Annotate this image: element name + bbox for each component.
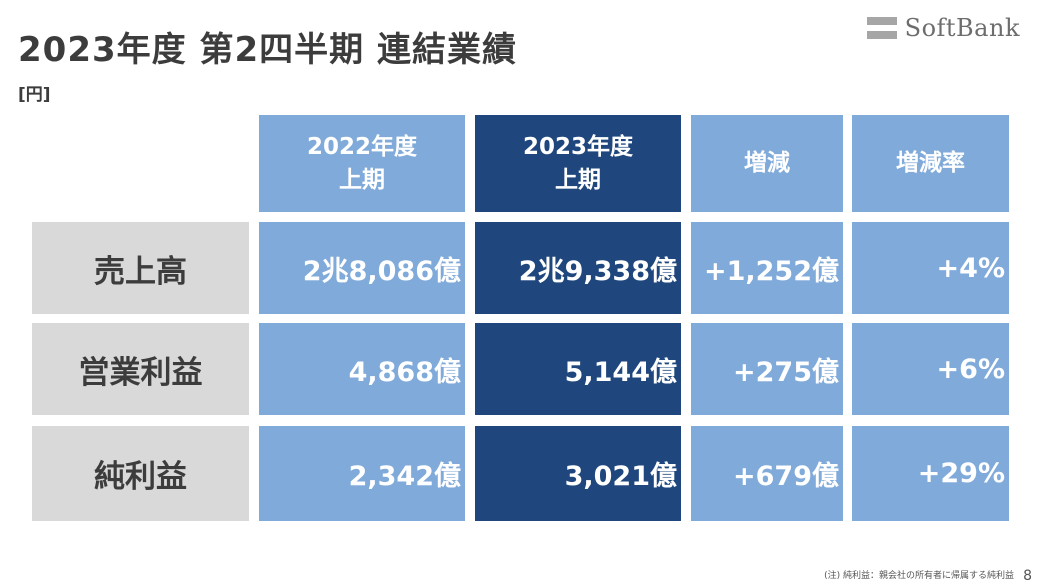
logo-mark-icon: [866, 17, 897, 39]
header-change-rate: 増減率: [852, 115, 1009, 212]
cell-revenue-rate: +4%: [852, 222, 1009, 314]
cell-operating-income-curr: 5,144億: [475, 323, 681, 415]
header-line: 増減率: [896, 150, 965, 176]
cell-operating-income-rate: +6%: [852, 323, 1009, 415]
cell-revenue-change: +1,252億: [691, 222, 843, 314]
page-title: 2023年度 第2四半期 連結業績: [18, 30, 517, 70]
header-line: 上期: [339, 166, 385, 193]
cell-revenue-prev: 2兆8,086億: [259, 222, 465, 314]
cell-operating-income-change: +275億: [691, 323, 843, 415]
cell-revenue-curr: 2兆9,338億: [475, 222, 681, 314]
page-number: 8: [1023, 568, 1032, 584]
header-line: 増減: [744, 150, 790, 176]
row-label-net-income: 純利益: [32, 426, 249, 521]
header-fy2023-h1: 2023年度 上期: [475, 115, 681, 212]
row-label-operating-income: 営業利益: [32, 323, 249, 415]
header-line: 2023年度: [522, 133, 633, 160]
header-fy2022-h1: 2022年度 上期: [259, 115, 465, 212]
header-line: 2022年度: [306, 133, 417, 160]
softbank-logo: SoftBank: [866, 14, 1020, 42]
header-line: 上期: [555, 166, 601, 193]
logo-text: SoftBank: [904, 14, 1020, 42]
unit-label: [円]: [18, 85, 51, 105]
cell-net-income-change: +679億: [691, 426, 843, 521]
row-label-revenue: 売上高: [32, 222, 249, 314]
cell-net-income-rate: +29%: [852, 426, 1009, 521]
footnote: (注) 純利益：親会社の所有者に帰属する純利益: [824, 571, 1014, 581]
cell-net-income-curr: 3,021億: [475, 426, 681, 521]
header-change: 増減: [691, 115, 843, 212]
cell-net-income-prev: 2,342億: [259, 426, 465, 521]
cell-operating-income-prev: 4,868億: [259, 323, 465, 415]
